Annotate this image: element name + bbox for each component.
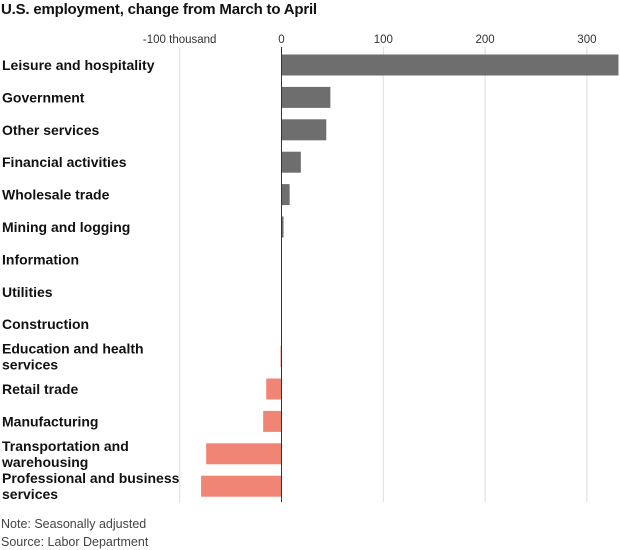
bar xyxy=(281,86,331,108)
category-label: Government xyxy=(2,89,85,105)
x-tick-label: 200 xyxy=(476,34,495,46)
category-label: Leisure and hospitality xyxy=(2,57,155,73)
category-label-line: Wholesale trade xyxy=(2,187,110,203)
x-axis-ticks: -100 thousand 0 100 200 300 xyxy=(143,34,597,46)
category-label-line: Mining and logging xyxy=(2,219,130,235)
category-label: Financial activities xyxy=(2,154,127,170)
bar xyxy=(206,443,282,465)
bar xyxy=(281,151,301,173)
category-label: Education and health services xyxy=(2,341,144,373)
category-label: Professional and business services xyxy=(2,470,180,502)
chart-note: Note: Seasonally adjusted xyxy=(1,517,147,531)
category-label-line: Construction xyxy=(2,316,89,332)
category-label-line: Retail trade xyxy=(2,381,78,397)
category-label-line: Manufacturing xyxy=(2,413,98,429)
category-label-line: Transportation and xyxy=(2,438,129,454)
category-label: Information xyxy=(2,251,79,267)
category-label-line: Professional and business xyxy=(2,470,180,486)
category-labels: Leisure and hospitality Government Other s… xyxy=(1,57,180,502)
bar xyxy=(281,184,290,206)
category-label: Mining and logging xyxy=(2,219,130,235)
bar xyxy=(201,475,282,497)
category-label-line: Information xyxy=(2,251,79,267)
chart-title: U.S. employment, change from March to Ap… xyxy=(1,1,317,18)
category-label: Utilities xyxy=(2,284,53,300)
x-tick-label: 0 xyxy=(278,34,284,46)
category-label-line: Government xyxy=(2,89,85,105)
category-label-line: Education and health xyxy=(2,341,144,357)
bar xyxy=(263,410,282,432)
category-label-line: Other services xyxy=(2,122,99,138)
bar xyxy=(280,346,282,368)
gridlines xyxy=(179,47,588,502)
x-tick-label: -100 thousand xyxy=(143,34,217,46)
bar xyxy=(281,119,327,141)
category-label: Manufacturing xyxy=(2,413,98,429)
bar xyxy=(281,54,619,76)
category-label: Wholesale trade xyxy=(2,187,110,203)
category-label-line: warehousing xyxy=(1,454,88,470)
bar xyxy=(266,378,282,400)
bars xyxy=(201,54,619,497)
category-label: Retail trade xyxy=(2,381,78,397)
category-label-line: services xyxy=(2,357,58,373)
category-label-line: Financial activities xyxy=(2,154,127,170)
category-label-line: services xyxy=(2,486,58,502)
chart-source: Source: Labor Department xyxy=(1,535,149,549)
category-label: Transportation and warehousing xyxy=(1,438,129,470)
x-tick-label: 100 xyxy=(374,34,393,46)
x-tick-label: 300 xyxy=(577,34,596,46)
category-label-line: Utilities xyxy=(2,284,53,300)
bar xyxy=(281,216,284,238)
category-label: Other services xyxy=(2,122,99,138)
category-label-line: Leisure and hospitality xyxy=(2,57,155,73)
category-label: Construction xyxy=(2,316,89,332)
